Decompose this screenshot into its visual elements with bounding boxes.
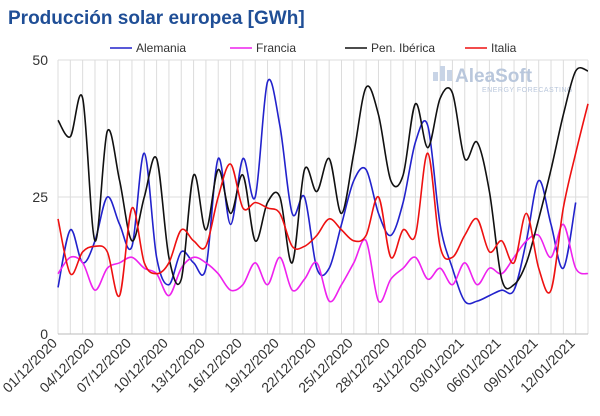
- series-lines: [57, 66, 589, 305]
- watermark-tagline: ENERGY FORECASTING: [482, 87, 573, 94]
- y-tick-label: 25: [32, 189, 48, 205]
- axes: 0255001/12/202004/12/202007/12/202010/12…: [0, 52, 588, 396]
- aleasoft-watermark: AleaSoft ENERGY FORECASTING: [433, 66, 573, 94]
- series-line-francia: [57, 223, 589, 304]
- series-line-italia: [57, 103, 589, 297]
- series-line-pen-iberica: [57, 66, 589, 290]
- aleasoft-logo-icon: [433, 66, 452, 81]
- chart-title: Producción solar europea [GWh]: [8, 8, 305, 29]
- y-tick-label: 50: [32, 52, 48, 68]
- series-line-alemania: [57, 78, 577, 305]
- legend-label-italia: Italia: [491, 41, 517, 55]
- legend-label-francia: Francia: [256, 41, 296, 55]
- watermark-brand: AleaSoft: [455, 66, 533, 87]
- y-tick-label: 0: [40, 326, 48, 342]
- legend-label-alemania: Alemania: [136, 41, 186, 55]
- legend-label-pen-iberica: Pen. Ibérica: [371, 41, 435, 55]
- legend: Alemania Francia Pen. Ibérica Italia: [110, 41, 517, 55]
